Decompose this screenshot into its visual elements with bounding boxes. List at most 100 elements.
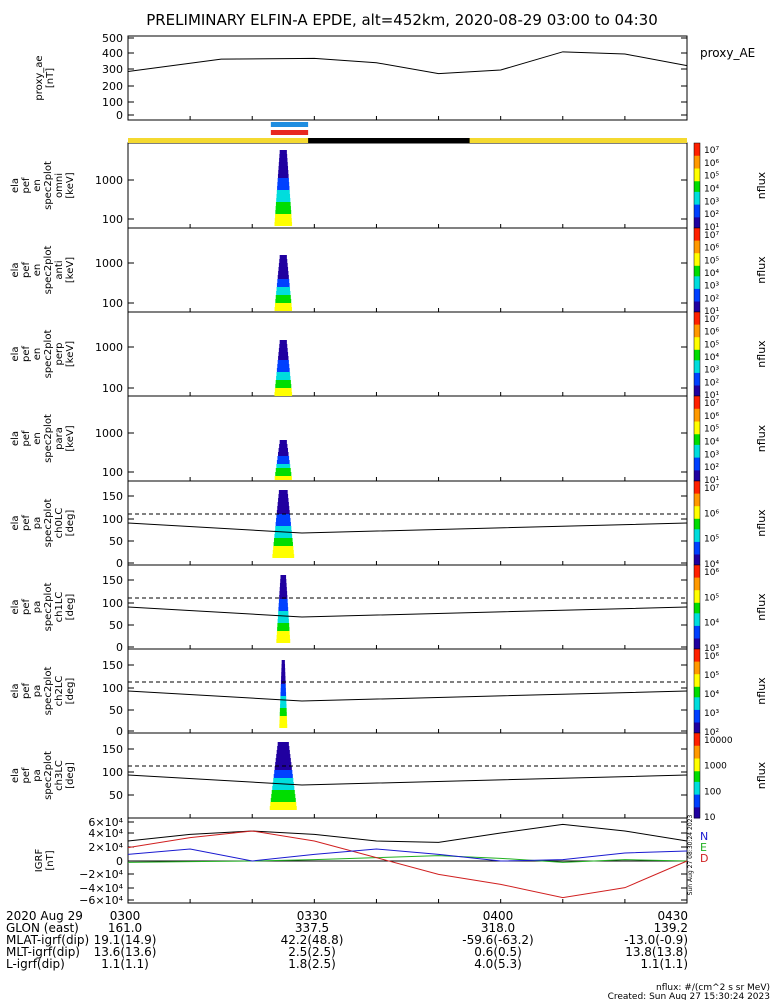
spectrogram-cell [275,210,292,214]
colorbar-swatch [694,630,700,633]
panel-ylabel: [deg] [65,762,76,789]
colorbar-swatch [694,155,700,159]
pitch-angle-cell [281,660,285,664]
colorbar-swatch [694,495,700,499]
colorbar-swatch [694,330,700,334]
igrf-line-e [127,855,688,863]
colorbar-swatch [694,571,700,574]
spectrogram-cell [279,255,287,259]
spectrogram-cell [274,392,293,396]
colorbar-swatch [694,786,700,789]
colorbar-swatch [694,459,700,463]
tick-label: 400 [102,47,123,60]
igrf-legend-d: D [700,852,708,865]
colorbar-swatch [694,598,700,602]
colorbar-swatch [694,476,700,480]
colorbar-swatch [694,575,700,579]
pitch-angle-cell [280,575,287,579]
colorbar-label: nflux [755,677,768,705]
spectrogram-cell [276,198,291,202]
colorbar-swatch [694,410,700,414]
pitch-angle-cell [281,668,286,672]
colorbar-swatch [694,777,700,781]
colorbar-swatch [694,391,700,395]
colorbar-swatch [694,730,700,734]
colorbar-swatch [694,628,700,631]
colorbar-swatch [694,674,700,677]
spectrogram-cell [275,202,291,206]
colorbar-swatch [694,659,700,663]
colorbar-swatch [694,781,700,785]
spectrogram-cell [278,356,289,360]
panel-ylabel: [keV] [65,425,76,451]
colorbar-swatch [694,223,700,227]
colorbar-swatch [694,444,700,448]
panel-ylabel: ela [10,431,21,446]
zone-bar-black [308,138,470,143]
pitch-angle-cell [275,522,291,526]
colorbar-swatch [694,771,700,774]
colorbar-swatch [694,697,700,700]
tick-label: 50 [109,704,123,717]
pitch-angle-cell [273,774,293,778]
igrf-line-d [127,830,688,899]
pitch-angle-cell [278,607,289,611]
colorbar-swatch [694,177,700,180]
colorbar-swatch [694,333,700,336]
spectrogram-cell [278,170,289,174]
spectrogram-cell [279,344,288,348]
pitch-angle-cell [280,700,287,704]
pitch-angle-cell [275,762,292,766]
colorbar-swatch [694,337,700,340]
colorbar-swatch [694,278,700,281]
panel-ylabel: ela [10,178,21,193]
colorbar-swatch [694,544,700,547]
colorbar-swatch [694,345,700,349]
panel-ylabel: pef [21,515,32,532]
colorbar-swatch [694,705,700,709]
colorbar-swatch [694,284,700,288]
igrf-legend-e: E [700,841,707,854]
spectrogram-cell [278,267,289,271]
colorbar-tick: 10¹ [704,476,719,486]
panel-ylabel: IGRF [34,849,45,873]
colorbar-swatch [694,493,700,497]
colorbar-swatch [694,583,700,587]
colorbar-swatch [694,636,700,639]
panel-ylabel: pef [21,177,32,194]
colorbar-swatch [694,393,700,397]
pitch-angle-cell [279,583,287,587]
pitch-angle-cell [281,664,286,668]
colorbar-swatch [694,672,700,675]
footer-cell: 161.0 [108,921,142,935]
colorbar-swatch [694,189,700,193]
panel-ylabel: [nT] [45,68,56,88]
colorbar-tick: 10⁵ [704,535,719,545]
colorbar-swatch [694,596,700,600]
pitch-angle-cell [278,498,289,502]
colorbar-swatch [694,413,700,416]
colorbar-swatch [694,438,700,442]
colorbar-swatch [694,604,700,608]
tick-label: 150 [102,659,123,672]
colorbar-swatch [694,686,700,690]
colorbar-swatch [694,640,700,644]
colorbar-swatch [694,803,700,806]
loss-cone-line [127,522,688,534]
colorbar-swatch [694,316,700,319]
footer-cell: 13.8(13.8) [625,945,688,959]
panel-ylabel: pef [21,430,32,447]
pitch-angle-cell [269,806,297,810]
colorbar-tick: 10⁶ [704,244,719,254]
colorbar-swatch [694,151,700,155]
colorbar-swatch [694,678,700,681]
colorbar-swatch [694,249,700,252]
colorbar-swatch [694,487,700,490]
colorbar-tick: 10⁵ [704,340,719,350]
colorbar-swatch [694,387,700,391]
colorbar-swatch [694,497,700,501]
colorbar-swatch [694,166,700,169]
colorbar-swatch [694,432,700,435]
colorbar-swatch [694,651,700,654]
colorbar-swatch [694,472,700,476]
